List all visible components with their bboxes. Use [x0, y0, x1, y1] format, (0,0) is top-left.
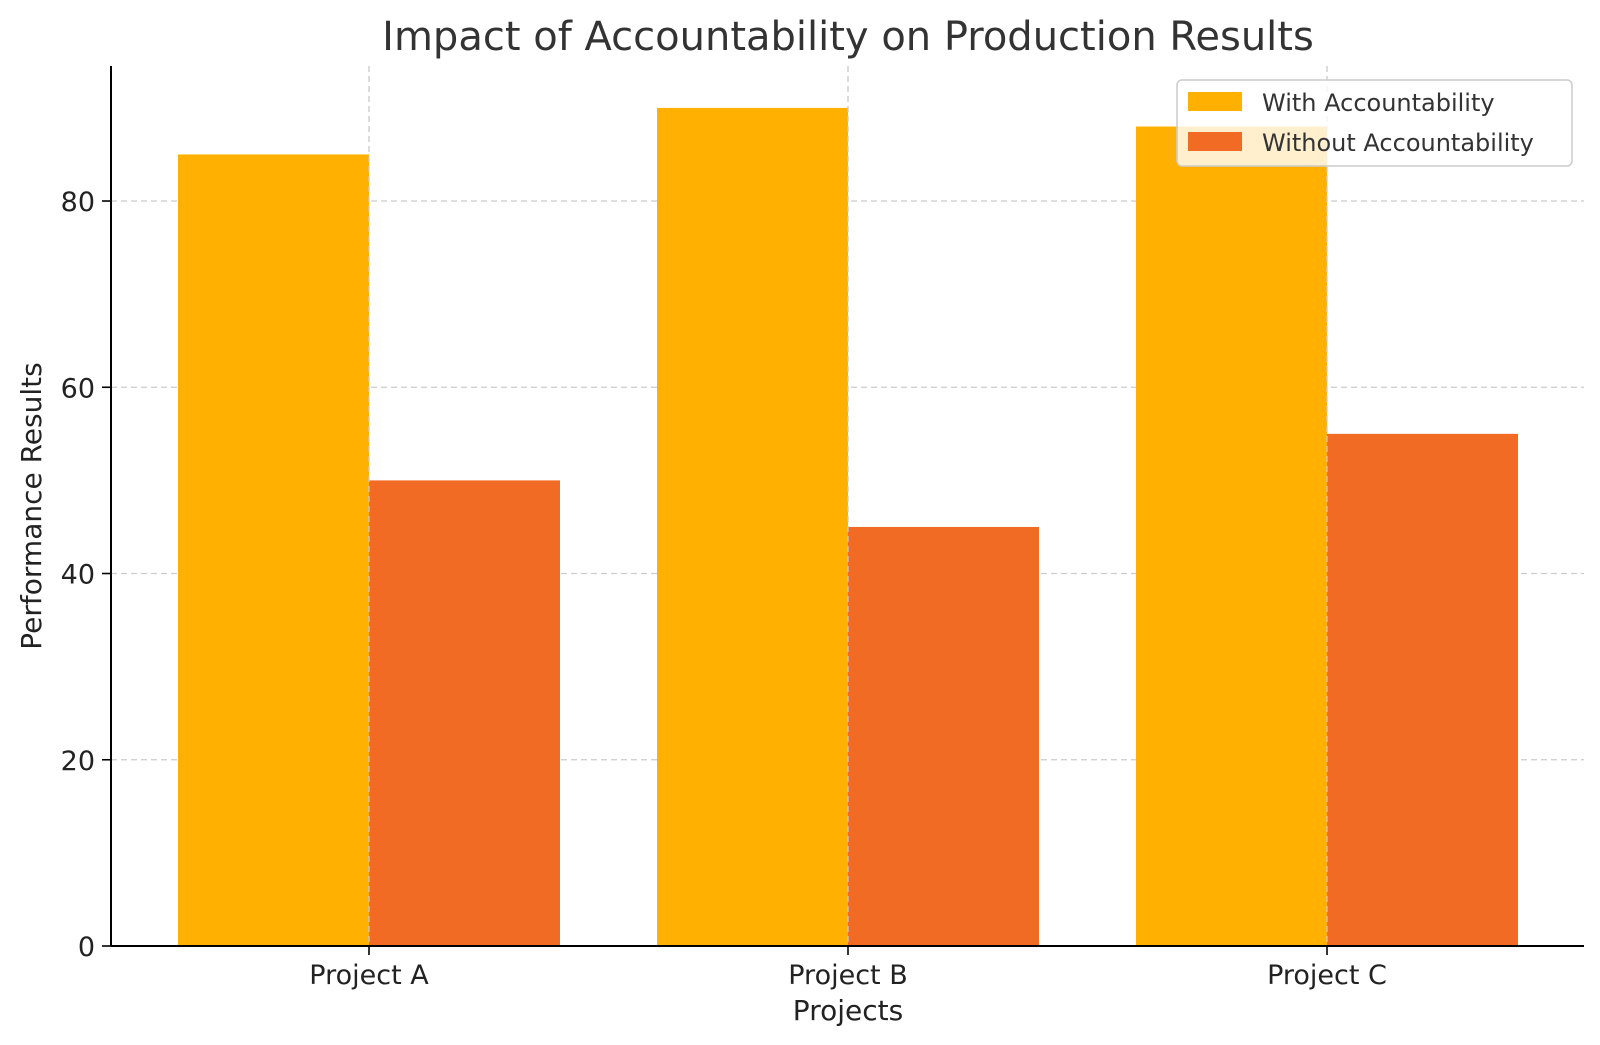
bar-with-accountability-project-b [657, 107, 848, 946]
x-tick-label: Project A [309, 960, 429, 991]
legend-label-without-accountability: Without Accountability [1262, 129, 1534, 157]
legend-swatch-without-accountability [1188, 132, 1242, 151]
bar-with-accountability-project-a [178, 154, 369, 947]
bar-with-accountability-project-c [1136, 126, 1327, 946]
x-tick-label: Project B [788, 960, 907, 991]
y-axis-label: Performance Results [15, 362, 48, 649]
bar-without-accountability-project-b [848, 526, 1039, 946]
legend-swatch-with-accountability [1188, 92, 1242, 111]
x-tick-label: Project C [1267, 960, 1387, 991]
y-tick-label: 20 [61, 746, 95, 777]
x-axis-label: Projects [793, 994, 903, 1027]
bar-without-accountability-project-a [369, 480, 560, 946]
y-tick-label: 40 [61, 560, 95, 591]
bars [178, 66, 1518, 947]
ticks: 0 20 40 60 80 Project A Project B Project C [61, 187, 1387, 991]
legend: With Accountability Without Accountabili… [1176, 79, 1573, 167]
y-tick-label: 80 [61, 187, 95, 218]
legend-label-with-accountability: With Accountability [1262, 89, 1495, 117]
chart-title: Impact of Accountability on Production R… [382, 14, 1314, 60]
y-tick-label: 0 [78, 932, 95, 963]
y-tick-label: 60 [61, 373, 95, 404]
bar-without-accountability-project-c [1327, 433, 1518, 946]
legend-box [1176, 79, 1573, 167]
